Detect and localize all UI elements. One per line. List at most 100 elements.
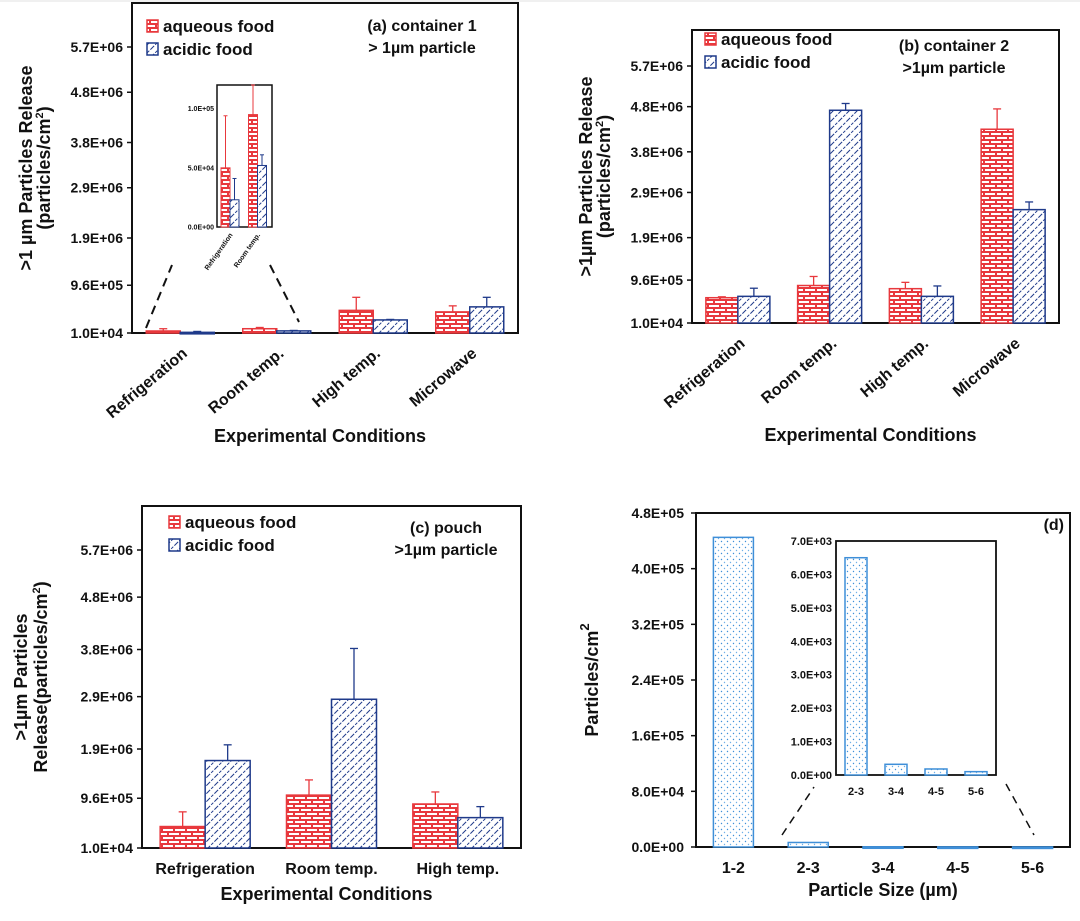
panel-b-ytick-label: 1.0E+04 <box>630 315 683 331</box>
panel-a-inset-bar-aqueous <box>248 114 258 228</box>
panel-a-bar-aqueous <box>242 327 278 334</box>
panel-a-inset-xtick-label: Refrigeration <box>204 232 235 272</box>
panel-a-ytick-label: 2.9E+06 <box>70 180 123 196</box>
panel-b-plot-frame <box>691 29 1060 324</box>
panel-d-xtick-label: 5-6 <box>1021 860 1044 877</box>
panel-b-ytick-label: 5.7E+06 <box>630 58 683 74</box>
panel-a-plot-frame <box>131 2 519 334</box>
panel-a-inset-xtick-label: Room temp. <box>233 232 262 269</box>
panel-d-inset-ytick-label: 5.0E+03 <box>791 603 832 615</box>
panel-b-xtick-label: Microwave <box>950 335 1024 401</box>
panel-d-bar <box>862 846 904 850</box>
panel-a-y-axis-label: >1 µm Particles Release <box>16 65 36 270</box>
panel-c-xtick-label: High temp. <box>416 861 499 878</box>
panel-a-inset-ytick-label: 5.0E+04 <box>188 165 214 172</box>
panel-c-ytick-label: 5.7E+06 <box>80 542 133 558</box>
panel-b-xtick-label: High temp. <box>858 335 932 401</box>
panel-b-ytick-label: 3.8E+06 <box>630 144 683 160</box>
panel-d-inset-bar <box>964 770 988 776</box>
panel-c-y-axis-unit: Release(particles/cm2) <box>31 581 51 772</box>
panel-a-inset-bar-acidic <box>257 164 267 228</box>
panel-c-bar-aqueous <box>412 803 459 849</box>
panel-b-legend-label-aqueous: aqueous food <box>721 30 832 49</box>
panel-c-xtick-label: Refrigeration <box>155 861 255 878</box>
panel-c-y-axis-label: >1µm Particles <box>11 614 31 741</box>
panel-c-ytick-label: 1.9E+06 <box>80 741 133 757</box>
panel-d-xtick-label: 1-2 <box>722 860 745 877</box>
panel-b-bar-aqueous <box>705 296 739 324</box>
panel-c-title: (c) pouch <box>410 520 482 537</box>
panel-d-inset-xtick-label: 3-4 <box>888 786 905 798</box>
panel-c-ytick-label: 9.6E+05 <box>80 790 133 806</box>
panel-a-y-axis-unit: (particles/cm2) <box>34 106 54 229</box>
panel-a-ytick-label: 9.6E+05 <box>70 277 123 293</box>
panel-b-bar-acidic <box>920 295 955 324</box>
panel-d-inset-ytick-label: 3.0E+03 <box>791 670 832 682</box>
panel-b-bar-aqueous <box>888 287 923 324</box>
panel-b-legend-swatch-acidic <box>704 55 717 69</box>
panel-a-ytick-label: 4.8E+06 <box>70 84 123 100</box>
panel-a-zoom-connector-right <box>269 264 300 323</box>
panel-d-inset-xtick-label: 5-6 <box>968 786 984 798</box>
panel-a-xtick-label: Room temp. <box>206 345 288 417</box>
panel-c-legend-label-aqueous: aqueous food <box>185 513 296 532</box>
panel-d-y-axis-label: Particles/cm2 <box>577 623 602 736</box>
panel-a-bar-aqueous <box>435 311 471 334</box>
panel-c-bar-acidic <box>204 759 251 849</box>
panel-b-bar-acidic <box>1012 208 1046 324</box>
panel-a-inset-ytick-label: 1.0E+05 <box>188 106 214 113</box>
panel-c-ytick-label: 3.8E+06 <box>80 642 133 658</box>
panel-b-x-axis-label: Experimental Conditions <box>764 425 976 445</box>
panel-a-bar-acidic <box>372 319 408 334</box>
panel-d-inset-ytick-label: 1.0E+03 <box>791 737 832 749</box>
panel-a-bar-acidic <box>179 331 215 335</box>
panel-b-bar-acidic <box>737 295 771 324</box>
panel-d-ytick-label: 3.2E+05 <box>631 616 684 632</box>
panel-d-xtick-label: 2-3 <box>797 860 820 877</box>
panel-c-ytick-label: 4.8E+06 <box>80 589 133 605</box>
panel-a-legend-swatch-aqueous <box>146 19 159 33</box>
panel-a-xtick-label: High temp. <box>310 345 384 411</box>
panel-a-legend-swatch-acidic <box>146 42 159 56</box>
panel-b-y-axis-unit: (particles/cm2) <box>594 115 614 238</box>
panel-d-inset-ytick-label: 6.0E+03 <box>791 569 832 581</box>
panel-b-legend-swatch-aqueous <box>704 32 717 46</box>
panel-c-legend-label-acidic: acidic food <box>185 536 275 555</box>
panel-d-ytick-label: 8.0E+04 <box>631 783 684 799</box>
panel-b-ytick-label: 1.9E+06 <box>630 230 683 246</box>
panel-a-legend-label-acidic: acidic food <box>163 40 253 59</box>
panel-d-x-axis-label: Particle Size (µm) <box>808 880 957 900</box>
panel-d-bar <box>937 846 979 850</box>
panel-b-xtick-label: Refrigeration <box>661 335 748 412</box>
panel-d-ytick-label: 4.8E+05 <box>631 505 684 521</box>
panel-a-inset-bar-acidic <box>229 199 240 228</box>
panel-c-legend-swatch-acidic <box>168 538 181 552</box>
panel-a-ytick-label: 1.0E+04 <box>70 325 123 341</box>
panel-b-ytick-label: 2.9E+06 <box>630 184 683 200</box>
panel-b-bar-acidic <box>828 109 863 324</box>
panel-b-xtick-label: Room temp. <box>758 335 840 407</box>
panel-a-xtick-label: Microwave <box>407 345 481 411</box>
panel-d-ytick-label: 4.0E+05 <box>631 561 684 577</box>
panel-b-y-axis-label: >1µm Particles Release <box>576 76 596 276</box>
panel-c-ytick-label: 2.9E+06 <box>80 689 133 705</box>
panel-b-ytick-label: 9.6E+05 <box>630 272 683 288</box>
panel-a-subtitle: > 1µm particle <box>368 40 476 57</box>
panel-d-ytick-label: 1.6E+05 <box>631 728 684 744</box>
panel-a-xtick-label: Refrigeration <box>104 345 191 422</box>
panel-a-ytick-label: 5.7E+06 <box>70 39 123 55</box>
panel-d-zoom-connector-left <box>781 786 815 836</box>
panel-d-bar <box>712 536 755 848</box>
panel-c-bar-acidic <box>457 816 504 849</box>
panel-b-bar-aqueous <box>796 284 831 324</box>
panel-c-legend-swatch-aqueous <box>168 515 181 529</box>
panel-c-subtitle: >1µm particle <box>394 542 497 559</box>
panel-d-inset-bar <box>924 768 948 776</box>
panel-b-ytick-label: 4.8E+06 <box>630 99 683 115</box>
panel-b-bar-aqueous <box>980 128 1014 324</box>
panel-d-inset-ytick-label: 2.0E+03 <box>791 703 832 715</box>
panel-d-inset-bar <box>844 556 868 776</box>
panel-d-inset-ytick-label: 0.0E+00 <box>791 770 832 782</box>
panel-c-xtick-label: Room temp. <box>285 861 377 878</box>
panel-c-x-axis-label: Experimental Conditions <box>220 884 432 904</box>
